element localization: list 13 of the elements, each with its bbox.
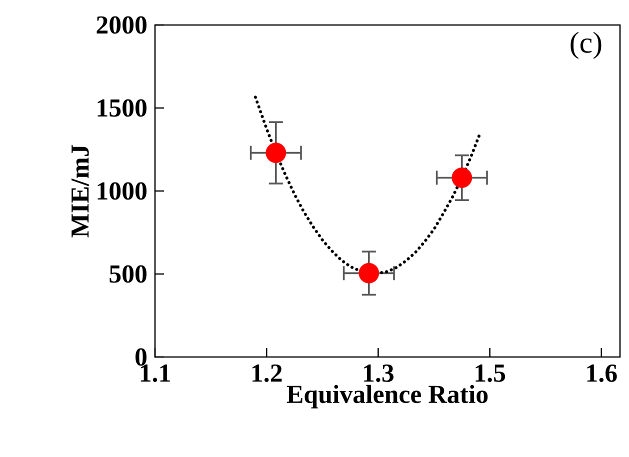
y-tick-label: 1500 bbox=[98, 99, 146, 117]
x-tick-label: 1.5 bbox=[476, 364, 506, 382]
x-tick-label: 1.3 bbox=[364, 364, 394, 382]
y-tick-label: 2000 bbox=[96, 16, 146, 34]
y-tick-label: 500 bbox=[110, 265, 146, 283]
annotation: (c) bbox=[570, 32, 602, 59]
y-tick-label: 1000 bbox=[98, 182, 146, 200]
y-tick-label: 0 bbox=[136, 348, 146, 366]
x-tick-label: 1.1 bbox=[140, 364, 170, 382]
x-tick-label: 1.2 bbox=[252, 364, 282, 382]
x-axis-title: Equivalence Ratio bbox=[286, 384, 488, 408]
y-axis-title: MIE/mJ bbox=[72, 144, 89, 238]
x-tick-label: 1.6 bbox=[587, 364, 617, 382]
